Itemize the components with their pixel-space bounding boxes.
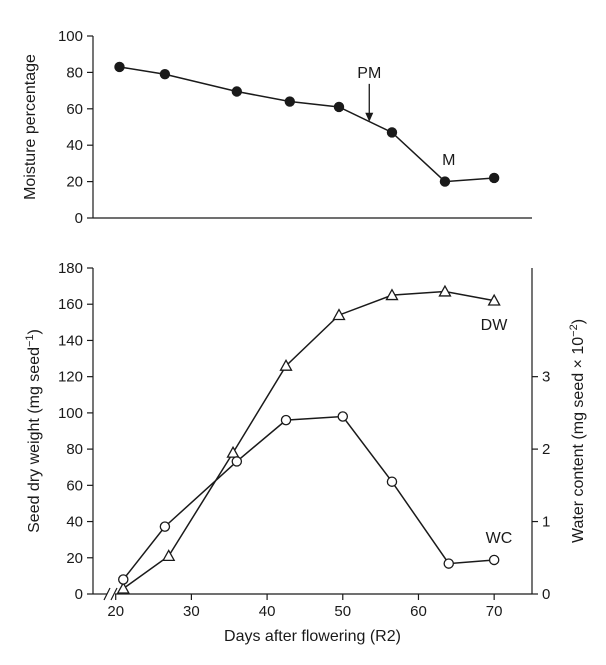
annotation-pm: PM: [357, 65, 381, 82]
axis-break-mark: [110, 587, 118, 601]
x-axis-label: Days after flowering (R2): [224, 628, 401, 645]
wc-point: [231, 456, 243, 467]
y-tick-label: 60: [66, 477, 83, 494]
pm-arrow-head: [365, 112, 374, 122]
moisture-point: [386, 127, 398, 138]
x-tick-label: 50: [334, 603, 351, 620]
y-tick-label: 60: [66, 101, 83, 118]
y-tick-label: 80: [66, 441, 83, 458]
wc-point: [488, 554, 500, 566]
y-tick-label: 180: [58, 260, 83, 277]
wc-point: [337, 411, 349, 422]
moisture-line: [119, 66, 495, 183]
x-tick-label: 60: [410, 603, 427, 620]
y-tick-label: 160: [58, 296, 83, 313]
dw-point: [487, 293, 501, 306]
seed-weight-panel: 0 20 40 60 80 100 120 140 160 180 0 1 2 3 20 30 40 50 60 70…: [24, 260, 587, 645]
dw-point: [332, 308, 346, 321]
y-tick-label: 140: [58, 332, 83, 349]
y2-tick-label: 2: [542, 441, 550, 458]
y-tick-label: 80: [66, 64, 83, 81]
moisture-point: [284, 96, 295, 107]
dw-point: [162, 549, 176, 562]
y-tick-label: 100: [58, 28, 83, 45]
moisture-point: [439, 176, 451, 187]
x-tick-label: 20: [107, 603, 124, 620]
y-tick-label: 20: [66, 174, 83, 191]
wc-point: [443, 558, 454, 569]
wc-line: [122, 415, 495, 580]
series-label-wc: WC: [486, 530, 513, 547]
moisture-panel: 0 20 40 60 80 100 Moisture percentage PM M: [22, 28, 532, 227]
x-tick-label: 30: [183, 603, 200, 620]
x-tick-label: 70: [486, 603, 503, 620]
y-tick-label: 40: [66, 514, 83, 531]
dw-line: [122, 290, 495, 590]
y2-tick-label: 3: [542, 369, 550, 386]
series-label-dw: DW: [481, 317, 509, 334]
axis-break-mark: [103, 587, 111, 601]
wc-point: [386, 476, 398, 487]
dw-point: [438, 284, 452, 297]
moisture-point: [159, 69, 171, 80]
y2-tick-label: 0: [542, 586, 550, 603]
y2-axis-label: Water content (mg seed × 10−2): [568, 319, 587, 543]
wc-point: [159, 521, 171, 532]
y2-tick-label: 1: [542, 514, 550, 531]
annotation-m: M: [442, 152, 455, 169]
y-tick-label: 100: [58, 405, 83, 422]
moisture-point: [333, 101, 345, 113]
y-tick-label: 120: [58, 369, 83, 386]
moisture-point: [231, 86, 243, 97]
dw-point: [226, 445, 240, 458]
wc-point: [118, 574, 129, 585]
x-tick-label: 40: [259, 603, 276, 620]
moisture-point: [488, 172, 500, 184]
y-tick-label: 0: [75, 210, 83, 227]
dw-point: [385, 288, 399, 301]
wc-point: [280, 414, 292, 426]
dw-point: [116, 581, 130, 594]
y-tick-label: 40: [66, 137, 83, 154]
y-tick-label: 20: [66, 550, 83, 567]
y-axis-label: Seed dry weight (mg seed−1): [24, 329, 43, 533]
y-axis-label: Moisture percentage: [22, 54, 39, 200]
y-tick-label: 0: [75, 586, 83, 603]
moisture-point: [114, 61, 125, 73]
dw-point: [279, 358, 293, 371]
